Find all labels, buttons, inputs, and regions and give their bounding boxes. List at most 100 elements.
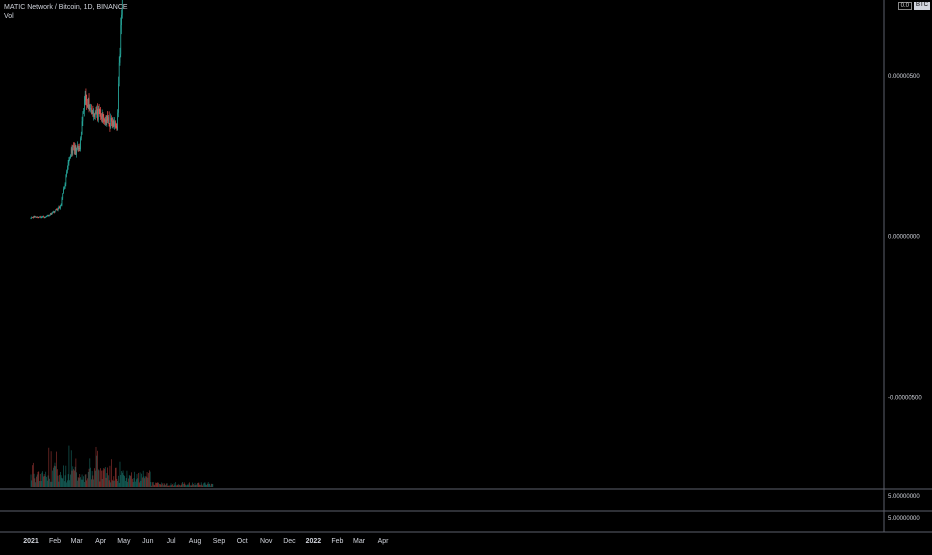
candle-body xyxy=(100,113,101,117)
volume-bar xyxy=(188,483,190,487)
volume-bar xyxy=(197,482,199,487)
volume-bar xyxy=(193,484,194,487)
volume-bar xyxy=(149,471,151,487)
currency-switch[interactable]: 0.0 BTC xyxy=(897,2,930,10)
candle-body xyxy=(68,159,70,163)
volume-bar xyxy=(36,474,38,487)
volume-bar xyxy=(128,478,129,487)
volume-bar xyxy=(77,480,78,487)
candle-body xyxy=(70,155,71,159)
volume-bar xyxy=(49,481,51,487)
candle-body xyxy=(106,115,108,124)
time-tick-label: Feb xyxy=(331,538,343,545)
volume-bar xyxy=(118,482,120,487)
volume-bar xyxy=(210,485,211,487)
volume-bar xyxy=(94,468,95,487)
volume-bar xyxy=(133,478,135,487)
candle-body xyxy=(49,213,51,215)
volume-bar xyxy=(100,468,101,487)
candle-body xyxy=(53,211,54,213)
volume-bar xyxy=(148,472,149,487)
volume-bar xyxy=(42,471,43,487)
candle-body xyxy=(104,119,106,122)
volume-bar xyxy=(60,471,61,487)
volume-bar xyxy=(206,484,207,487)
volume-bar xyxy=(98,470,100,487)
volume-bar xyxy=(71,470,73,487)
candle-body xyxy=(80,138,81,150)
volume-bar xyxy=(88,468,90,487)
candle-body xyxy=(75,146,77,154)
volume-bar xyxy=(82,479,84,487)
candle-body xyxy=(101,116,102,119)
candle-body xyxy=(59,207,60,209)
volume-bar xyxy=(101,470,102,487)
volume-bar xyxy=(99,481,101,487)
candle-body xyxy=(118,83,119,113)
candle-body xyxy=(46,216,47,218)
candle-body xyxy=(77,145,79,149)
candle-body xyxy=(99,109,101,114)
volume-bar xyxy=(163,483,165,487)
volume-bar xyxy=(185,485,187,487)
volume-bar xyxy=(46,476,47,487)
volume-bar xyxy=(49,478,50,487)
volume-bar xyxy=(124,476,125,487)
volume-bar xyxy=(60,475,62,487)
candle-body xyxy=(60,204,62,207)
btc-button[interactable]: BTC xyxy=(914,2,930,10)
volume-bar xyxy=(122,470,124,487)
volume-bar xyxy=(48,447,50,487)
time-tick-label: Jun xyxy=(142,538,153,545)
volume-bar xyxy=(179,485,181,487)
volume-bar xyxy=(41,472,43,487)
volume-bar xyxy=(130,475,132,487)
volume-bar xyxy=(127,481,129,487)
volume-bar xyxy=(145,476,146,487)
volume-bar xyxy=(93,479,95,487)
volume-bar xyxy=(83,476,84,487)
candle-body xyxy=(115,126,117,127)
volume-indicator-label[interactable]: Vol xyxy=(4,13,14,20)
volume-bar xyxy=(75,458,77,487)
volume-bar xyxy=(199,484,201,487)
volume-bar xyxy=(70,474,71,487)
candle-body xyxy=(97,109,98,120)
volume-bar xyxy=(94,470,96,487)
volume-bar xyxy=(64,475,66,487)
volume-bar xyxy=(192,482,194,487)
candle-body xyxy=(50,213,52,215)
volume-bar xyxy=(166,483,167,487)
volume-bar xyxy=(80,479,82,487)
volume-bar xyxy=(79,474,81,487)
volume-bar xyxy=(97,469,99,487)
candle-body xyxy=(80,134,82,139)
volume-bar xyxy=(33,473,35,487)
candle-body xyxy=(66,171,67,177)
volume-bar xyxy=(151,485,153,487)
candle-body xyxy=(103,116,105,119)
volume-bar xyxy=(190,485,192,487)
candle-body xyxy=(63,187,65,189)
volume-bar xyxy=(204,482,206,487)
volume-bar xyxy=(183,482,185,487)
volume-bar xyxy=(205,484,207,487)
volume-bar xyxy=(65,465,67,487)
volume-bar xyxy=(125,480,126,487)
time-tick-label: Sep xyxy=(213,538,226,545)
candle-body xyxy=(37,216,39,218)
volume-bars xyxy=(30,445,214,487)
volume-bar xyxy=(143,476,145,487)
volume-bar xyxy=(58,481,60,487)
volume-bar xyxy=(80,477,81,487)
volume-bar xyxy=(95,446,97,487)
volume-bar xyxy=(186,484,188,487)
volume-bar xyxy=(169,485,171,487)
candle-body xyxy=(95,112,97,114)
time-tick-label: Oct xyxy=(237,538,248,545)
volume-bar xyxy=(62,478,64,487)
volume-bar xyxy=(78,478,80,487)
volume-bar xyxy=(173,483,175,487)
